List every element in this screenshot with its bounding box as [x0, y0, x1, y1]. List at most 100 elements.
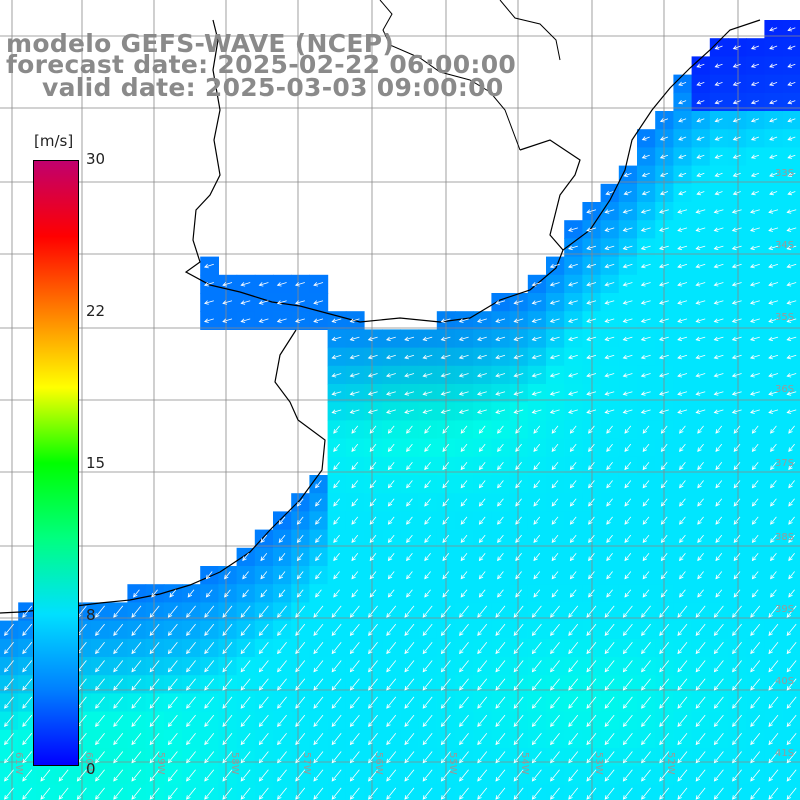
wind-cell — [600, 402, 620, 421]
wind-cell — [109, 657, 128, 676]
wind-arrow — [331, 660, 342, 672]
wind-arrow-head — [732, 190, 738, 196]
wind-cell — [764, 711, 784, 731]
wind-arrow — [770, 425, 777, 434]
wind-arrow — [333, 516, 340, 525]
wind-cell — [673, 493, 693, 512]
wind-arrow-head — [478, 520, 484, 525]
wind-arrow-head — [331, 685, 337, 691]
wind-arrow — [404, 391, 415, 395]
wind-arrow — [460, 553, 468, 561]
wind-arrow — [641, 642, 651, 654]
wind-cell — [364, 620, 383, 640]
wind-cell — [327, 529, 347, 549]
wind-arrow-head — [204, 685, 209, 691]
wind-arrow — [331, 769, 342, 782]
wind-arrow — [204, 751, 215, 763]
wind-arrow-head — [750, 227, 755, 232]
wind-cell — [527, 456, 547, 476]
wind-arrow-head — [149, 631, 155, 636]
wind-arrow-head — [495, 795, 500, 800]
wind-cell — [291, 693, 310, 713]
wind-arrow — [550, 318, 560, 322]
wind-arrow-head — [695, 373, 701, 378]
wind-arrow — [495, 373, 506, 377]
wind-cell — [564, 456, 583, 476]
wind-cell — [418, 329, 438, 349]
wind-arrow — [315, 553, 322, 561]
wind-cell — [655, 566, 674, 585]
wind-arrow — [386, 733, 397, 745]
wind-arrow — [750, 354, 760, 359]
wind-arrow-head — [440, 740, 446, 746]
wind-arrow-head — [240, 685, 246, 691]
wind-cell — [345, 493, 365, 512]
wind-arrow — [770, 516, 777, 525]
wind-cell — [182, 675, 201, 694]
wind-arrow-head — [568, 685, 573, 691]
wind-arrow-head — [550, 613, 555, 618]
wind-cell — [327, 493, 347, 512]
wind-cell — [473, 311, 492, 330]
wind-arrow-head — [551, 592, 557, 598]
wind-arrow — [495, 751, 506, 763]
wind-arrow-head — [4, 667, 9, 673]
wind-cell — [637, 293, 656, 312]
wind-arrow — [260, 534, 268, 543]
latitude-label: 37S — [775, 458, 794, 469]
wind-cell — [345, 402, 365, 421]
wind-arrow-head — [531, 354, 537, 360]
wind-arrow — [404, 354, 415, 359]
wind-cell — [273, 784, 292, 800]
wind-arrow-head — [715, 520, 720, 525]
latitude-label: 33S — [775, 168, 794, 179]
wind-arrow — [715, 118, 723, 122]
wind-arrow — [497, 462, 504, 470]
wind-arrow-head — [549, 318, 555, 323]
wind-arrow — [351, 462, 359, 470]
coastline-argentina — [0, 329, 326, 614]
wind-arrow — [350, 660, 360, 672]
longitude-label: 56W — [373, 752, 384, 775]
wind-arrow-head — [459, 685, 464, 691]
wind-arrow — [278, 553, 286, 561]
wind-cell — [91, 657, 110, 676]
wind-arrow-head — [586, 649, 591, 655]
wind-cell — [655, 220, 674, 239]
wind-arrow-head — [750, 631, 755, 636]
wind-cell — [218, 784, 238, 800]
wind-arrow-head — [695, 758, 701, 764]
wind-arrow — [788, 443, 795, 452]
wind-arrow-head — [4, 722, 9, 727]
wind-arrow — [460, 498, 468, 507]
wind-arrow-head — [695, 209, 701, 214]
wind-arrow — [605, 391, 615, 395]
wind-arrow-head — [750, 373, 755, 378]
wind-arrow — [751, 172, 760, 177]
wind-arrow-head — [568, 354, 573, 360]
wind-arrow-head — [786, 263, 792, 269]
wind-arrow-head — [367, 373, 373, 378]
wind-arrow-head — [113, 758, 118, 764]
wind-arrow-head — [131, 722, 136, 727]
wind-arrow-head — [640, 300, 646, 305]
wind-arrow — [460, 516, 468, 525]
wind-cell — [527, 784, 547, 800]
wind-cell — [400, 420, 420, 440]
wind-arrow-head — [695, 649, 701, 655]
wind-arrow-head — [695, 354, 701, 360]
wind-cell — [382, 347, 401, 367]
wind-arrow-head — [258, 776, 264, 782]
wind-arrow-head — [659, 722, 664, 727]
wind-arrow — [769, 100, 778, 104]
wind-cell — [327, 675, 347, 694]
wind-arrow-head — [240, 722, 246, 727]
wind-arrow — [533, 443, 541, 452]
wind-arrow — [586, 769, 597, 782]
wind-arrow — [752, 553, 759, 561]
wind-arrow — [350, 354, 360, 359]
wind-arrow-head — [677, 354, 682, 360]
wind-arrow-head — [477, 631, 482, 636]
wind-cell — [746, 675, 765, 694]
wind-arrow-head — [387, 556, 393, 562]
